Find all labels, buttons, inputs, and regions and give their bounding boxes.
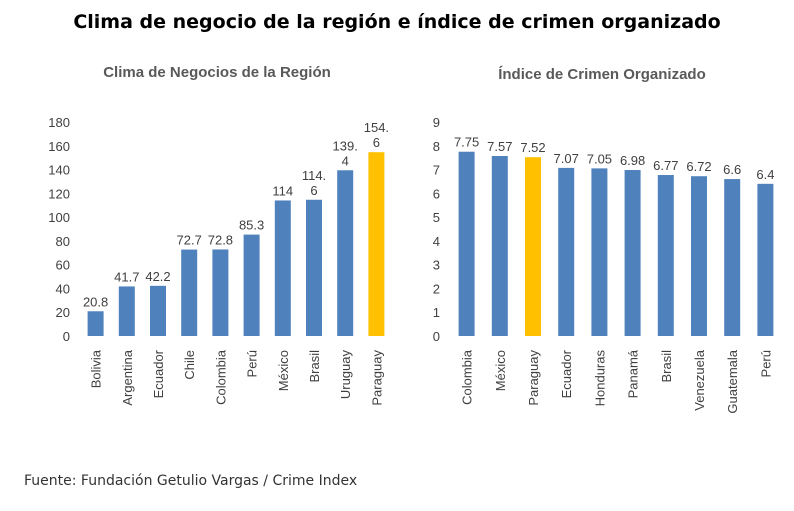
y-tick-label: 140 [48,163,70,178]
data-label-climate: 42.2 [145,269,170,284]
data-label-crime: 6.98 [620,153,645,168]
bar-climate [181,249,198,336]
category-label-climate: Uruguay [338,350,353,400]
y-tick-label: 9 [433,115,440,130]
data-label-climate: 85.3 [239,218,264,233]
bar-crime [558,167,575,336]
category-label-climate: Argentina [120,349,135,405]
bar-climate [150,285,166,336]
category-label-climate: Colombia [213,349,228,405]
data-label-climate: 72.7 [177,233,202,248]
y-tick-label: 5 [433,210,440,225]
data-label-climate: 154. 6 [364,120,389,150]
y-tick-label: 4 [433,234,440,249]
data-label-crime: 6.72 [686,159,711,174]
y-tick-label: 0 [63,329,70,344]
category-label-crime: Perú [758,350,773,377]
page-title: Clima de negocio de la región e índice d… [73,11,721,33]
category-label-climate: México [276,350,291,391]
bar-crime [458,151,475,336]
bar-climate [118,286,135,336]
y-tick-label: 160 [48,139,70,154]
chart-title-climate: Clima de Negocios de la Región [103,64,331,81]
data-label-crime: 7.57 [487,139,512,154]
business-climate-chart: Clima de Negocios de la Región 0 20 40 60 80 1… [48,64,389,406]
category-label-crime: Ecuador [559,349,574,398]
bar-climate [337,170,354,336]
data-label-crime: 7.52 [520,140,545,155]
y-tick-label: 120 [48,186,70,201]
y-tick-label: 1 [433,305,440,320]
data-label-climate: 41.7 [114,269,139,284]
bar-climate [243,234,260,336]
bar-crime [724,179,741,336]
y-tick-label: 80 [56,234,70,249]
category-label-crime: Paraguay [526,350,541,406]
category-label-crime: Colombia [460,349,475,405]
data-label-crime: 7.05 [587,151,612,166]
bar-climate [274,200,291,336]
y-tick-label: 20 [56,305,70,320]
y-tick-label: 8 [433,139,440,154]
data-label-climate: 20.8 [83,294,108,309]
y-tick-label: 6 [433,186,440,201]
bar-climate [212,249,229,336]
category-label-climate: Bolivia [89,349,104,388]
bar-crime [757,183,774,336]
category-label-climate: Ecuador [151,349,166,398]
y-tick-label: 100 [48,210,70,225]
y-tick-label: 0 [433,329,440,344]
category-label-climate: Paraguay [369,350,384,406]
data-label-climate: 139. 4 [333,138,358,168]
data-label-climate: 114. 6 [302,168,326,198]
category-label-crime: Panamá [626,349,641,398]
bar-climate [87,311,104,336]
organized-crime-chart: Índice de Crimen Organizado 0 1 2 3 4 5 6 7 8 9 7.7… [433,66,775,414]
data-label-crime: 7.07 [554,151,579,166]
category-label-crime: México [493,350,508,391]
bar-crime [624,170,641,336]
data-label-crime: 7.75 [454,135,479,150]
bar-crime [525,157,541,336]
y-tick-label: 3 [433,258,440,273]
bar-crime [491,156,508,336]
y-tick-label: 60 [56,258,70,273]
bar-climate [306,199,322,336]
chart-title-crime: Índice de Crimen Organizado [498,66,706,83]
y-tick-label: 40 [56,281,70,296]
data-label-crime: 6.6 [723,162,741,177]
data-label-crime: 6.77 [653,158,678,173]
data-label-climate: 72.8 [208,232,233,247]
category-label-climate: Chile [182,350,197,380]
category-label-crime: Honduras [592,350,607,407]
bar-climate [368,152,385,336]
data-label-climate: 114 [272,183,293,198]
source-note: Fuente: Fundación Getulio Vargas / Crime… [24,473,358,489]
y-tick-label: 2 [433,281,440,296]
bar-crime [591,168,608,336]
y-tick-label: 7 [433,163,440,178]
category-label-crime: Venezuela [692,349,707,410]
category-label-climate: Perú [245,350,260,377]
y-tick-label: 180 [48,115,70,130]
category-label-crime: Brasil [659,350,674,383]
data-label-crime: 6.4 [756,167,774,182]
category-label-crime: Guatemala [725,349,740,413]
bar-crime [691,176,707,336]
bar-crime [657,175,674,336]
category-label-climate: Brasil [307,350,322,383]
